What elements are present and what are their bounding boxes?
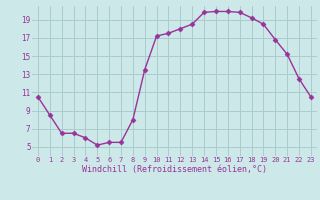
X-axis label: Windchill (Refroidissement éolien,°C): Windchill (Refroidissement éolien,°C) — [82, 165, 267, 174]
